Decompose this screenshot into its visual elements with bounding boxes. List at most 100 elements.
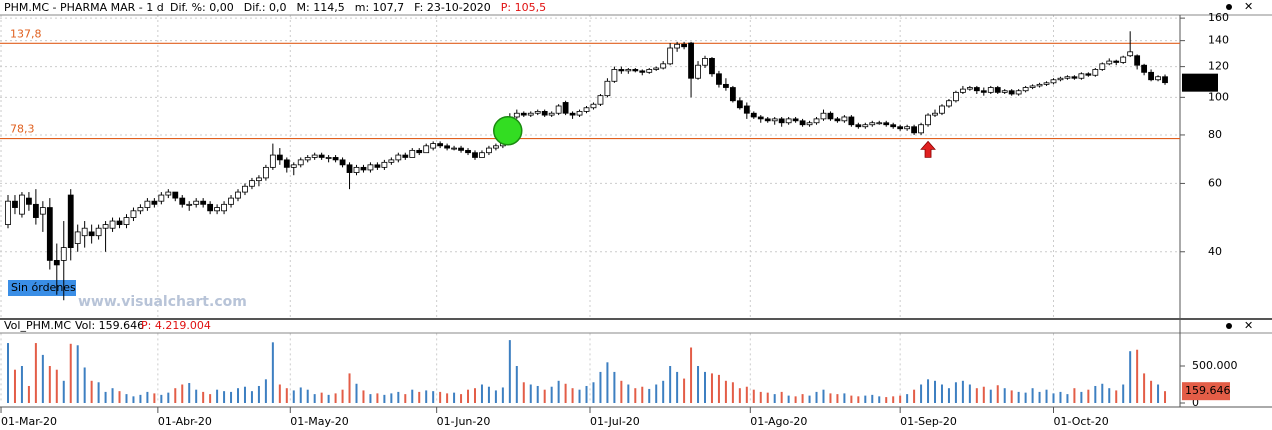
volume-bar	[599, 371, 602, 403]
candle-body	[179, 197, 186, 205]
volume-bar	[648, 388, 651, 403]
candle-body	[214, 207, 221, 212]
window-button-dot[interactable]	[1226, 4, 1232, 10]
volume-bar	[961, 380, 964, 403]
candle-body	[771, 118, 778, 122]
candle-body	[172, 191, 179, 199]
volume-bar	[676, 371, 679, 403]
candle-body	[346, 164, 353, 173]
candle-body	[297, 159, 304, 166]
candle-body	[799, 120, 806, 126]
candle-body	[855, 124, 862, 128]
volume-bar	[292, 390, 295, 403]
candle-body	[332, 157, 339, 161]
candle-body	[130, 210, 137, 218]
volume-bar	[432, 391, 435, 403]
volume-bar	[160, 394, 163, 403]
candle-body	[792, 118, 799, 122]
volume-bar	[843, 393, 846, 403]
candle-body	[583, 107, 590, 112]
candle-body	[1036, 83, 1043, 87]
candle-body	[1071, 76, 1078, 79]
candle-body	[207, 203, 214, 212]
candle-body	[367, 164, 374, 171]
candle-body	[625, 69, 632, 72]
candle-body	[966, 87, 973, 90]
candle-body	[395, 154, 402, 161]
volume-bar	[787, 395, 790, 403]
volume-bar	[48, 366, 51, 403]
candle-body	[1043, 82, 1050, 85]
volume-button-close[interactable]: ✕	[1244, 319, 1253, 332]
candle-body	[26, 197, 32, 205]
candle-body	[646, 69, 653, 73]
window-button-close[interactable]: ✕	[1244, 0, 1253, 13]
volume-bar	[237, 388, 240, 403]
volume-bar	[494, 390, 497, 403]
candle-body	[269, 154, 276, 168]
volume-bar	[1087, 389, 1090, 403]
candle-body	[276, 154, 283, 161]
volume-bar	[606, 362, 609, 403]
orders-button-bg[interactable]	[8, 280, 76, 296]
candle-body	[639, 70, 646, 73]
candle-body	[925, 114, 931, 126]
level-label: 137,8	[10, 27, 42, 40]
candle-body	[1141, 64, 1148, 73]
plot: 40 60 80 100 120 140 160 500.000 0 01-Mar-20 01-Ab…	[0, 11, 1238, 428]
candle-body	[1057, 77, 1064, 81]
volume-bar	[348, 373, 351, 403]
candle-body	[1022, 87, 1029, 92]
candle-body	[1001, 90, 1008, 93]
volume-bar	[766, 392, 769, 403]
candle-body	[973, 87, 980, 92]
candle-body	[681, 43, 687, 48]
candle-body	[534, 110, 541, 114]
candle-body	[353, 166, 360, 173]
candle-body	[144, 200, 151, 208]
volume-bar	[850, 395, 853, 403]
volume-bar	[467, 389, 470, 403]
candle-body	[318, 154, 325, 158]
candle-body	[876, 122, 883, 125]
candle-body	[458, 147, 464, 151]
volume-bar	[641, 386, 644, 403]
volume-bar	[1115, 390, 1118, 403]
volume-bar	[327, 394, 330, 403]
candle-body	[158, 194, 165, 202]
volume-bar	[271, 342, 274, 403]
orders-button-label[interactable]: Sin órdenes	[11, 281, 76, 294]
candle-body	[541, 110, 548, 116]
candle-body	[60, 247, 67, 261]
orders-button[interactable]: Sin órdenes	[8, 280, 76, 296]
last-volume-box	[1182, 382, 1230, 401]
volume-bar	[1059, 391, 1062, 403]
volume-bar	[913, 389, 916, 403]
volume-button-dot[interactable]	[1226, 323, 1232, 329]
candle-body	[360, 166, 367, 171]
volume-bar	[97, 382, 100, 403]
candle-body	[19, 194, 25, 215]
candle-body	[200, 200, 207, 205]
volume-bar	[878, 396, 881, 403]
candle-body	[409, 149, 416, 158]
candle-body	[1085, 73, 1092, 76]
volume-bar	[334, 393, 337, 403]
volume-bar	[264, 379, 267, 403]
volume-bar	[285, 388, 288, 403]
candle-body	[423, 145, 430, 154]
volume-bar	[801, 394, 804, 403]
volume-info: Vol: 159.646	[75, 319, 144, 332]
x-tick-label: 01-Jun-20	[437, 415, 491, 428]
volume-bar	[1129, 351, 1132, 403]
candle-body	[785, 118, 792, 124]
candle-body	[416, 149, 423, 154]
header-info-item: M: 114,5	[297, 1, 345, 14]
volume-bar	[655, 384, 658, 403]
volume-bar	[885, 397, 888, 403]
volume-bar	[704, 371, 706, 403]
volume-bar	[773, 394, 776, 403]
candle-body	[702, 57, 708, 66]
candle-body	[486, 147, 492, 154]
candle-body	[688, 42, 694, 79]
